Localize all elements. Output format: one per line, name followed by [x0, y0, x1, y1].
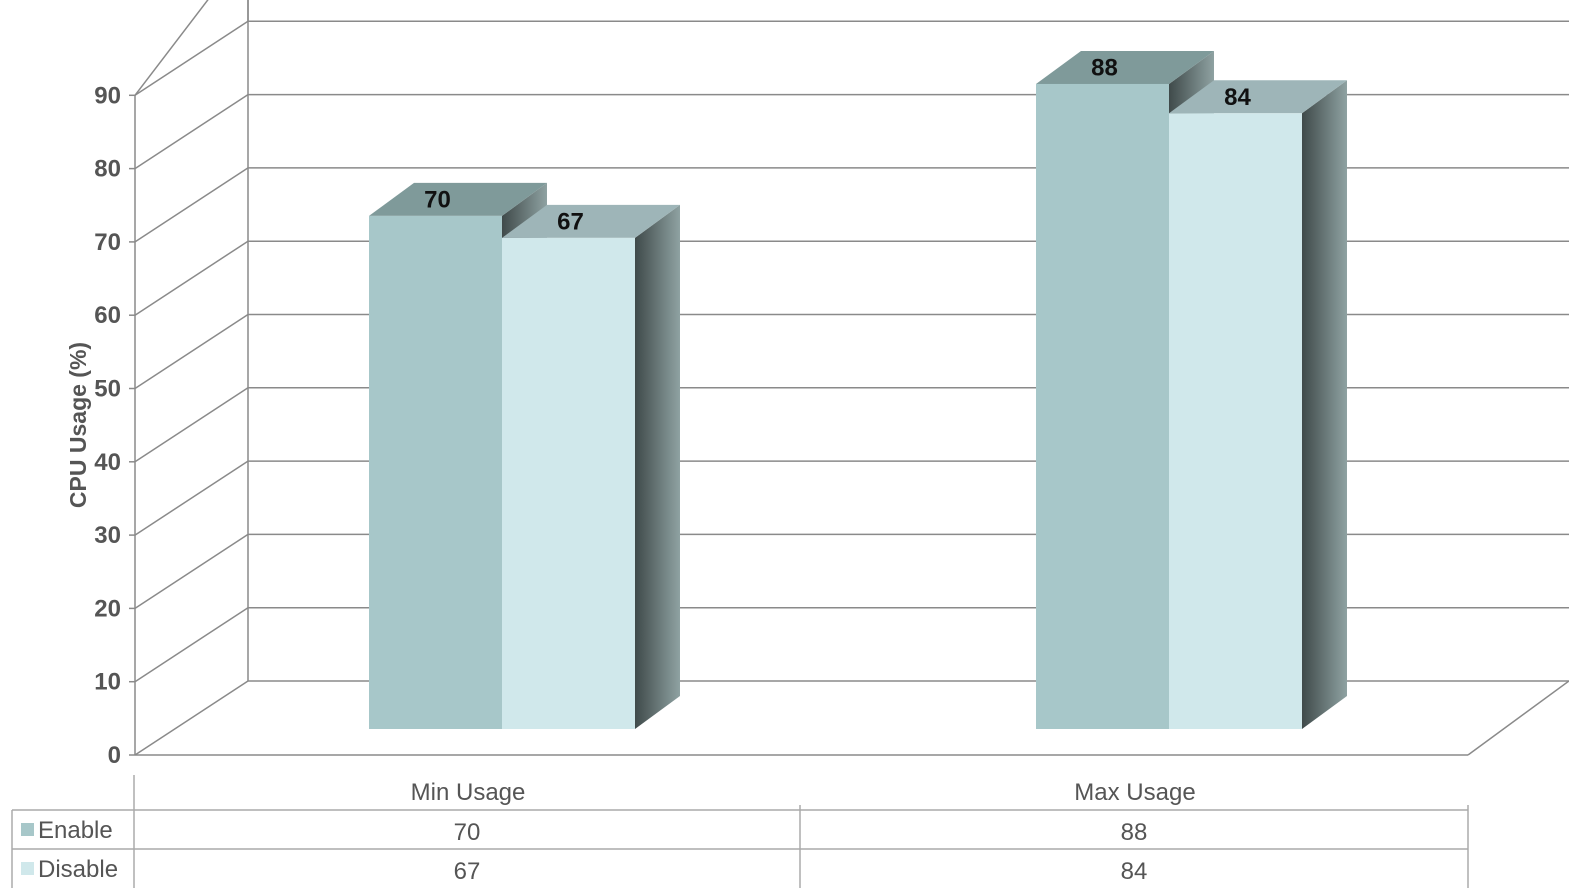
bar-top	[369, 182, 547, 216]
y-tick-label: 20	[94, 595, 121, 622]
legend-swatch	[21, 823, 34, 836]
gridline-diagonal	[134, 680, 249, 756]
bar-top	[502, 204, 680, 238]
x-category-label: Max Usage	[1074, 779, 1195, 806]
bar-disable-max-usage	[1169, 80, 1347, 729]
axis-layer	[129, 0, 1569, 756]
bar-side	[1302, 80, 1347, 729]
y-tick-label: 30	[94, 522, 121, 549]
legend-swatch	[21, 862, 34, 875]
table-cell: 84	[1121, 858, 1148, 885]
gridline-diagonal	[134, 93, 249, 170]
data-label: 88	[1091, 54, 1118, 81]
gridline-diagonal	[134, 313, 249, 390]
gridline-diagonal	[134, 240, 249, 316]
data-label: 67	[557, 208, 584, 235]
data-label: 70	[424, 186, 451, 213]
table-cell: 70	[454, 819, 481, 846]
table-cell: 88	[1121, 819, 1148, 846]
gridline-diagonal	[134, 460, 249, 536]
labels-layer: 0 10 20 30 40 50 60 70 80 90 70 67 Min Usage 88 84 Max …	[94, 54, 1251, 806]
bar-disable-min-usage	[502, 204, 680, 729]
bar-front	[1036, 83, 1169, 729]
gridline-diagonal	[134, 387, 249, 463]
bar-front	[1169, 113, 1302, 729]
bar-top	[1169, 80, 1347, 114]
bars-layer	[369, 50, 1347, 729]
y-tick-label: 10	[94, 669, 121, 696]
data-table: Enable 70 88 Disable 67 84	[11, 775, 1469, 888]
data-label: 84	[1224, 84, 1251, 111]
gridline-diagonal	[134, 167, 249, 243]
gridline-diagonal	[134, 607, 249, 683]
bar-top	[1036, 50, 1214, 84]
gridline-diagonal-top	[134, 0, 209, 96]
y-tick-label: 90	[94, 82, 121, 109]
legend-label: Enable	[38, 817, 113, 844]
y-tick-label: 50	[94, 376, 121, 403]
gridline-diagonal	[134, 533, 249, 610]
x-category-label: Min Usage	[411, 779, 526, 806]
y-tick-label: 0	[108, 742, 121, 769]
y-tick-label: 80	[94, 156, 121, 183]
grid-layer	[134, 0, 1569, 756]
y-axis-title: CPU Usage (%)	[65, 342, 91, 508]
y-tick-label: 40	[94, 449, 121, 476]
bar-front	[502, 237, 635, 729]
gridline-diagonal	[134, 20, 249, 96]
bar-front	[369, 215, 502, 729]
y-tick-label: 60	[94, 302, 121, 329]
floor-right-edge	[1467, 680, 1569, 756]
y-tick-label: 70	[94, 229, 121, 256]
table-cell: 67	[454, 858, 481, 885]
legend-label: Disable	[38, 856, 118, 883]
bar-side	[635, 204, 680, 729]
